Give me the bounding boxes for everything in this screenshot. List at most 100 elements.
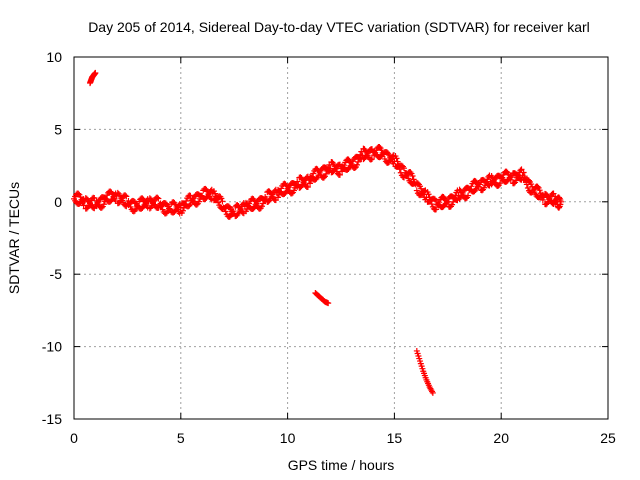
data-point bbox=[409, 173, 416, 180]
data-point bbox=[83, 205, 90, 212]
data-point bbox=[433, 206, 440, 213]
data-point bbox=[528, 181, 535, 188]
data-point bbox=[186, 202, 193, 209]
y-tick-label: 5 bbox=[54, 121, 62, 137]
data-point bbox=[413, 187, 420, 194]
data-point bbox=[258, 203, 265, 210]
data-point bbox=[558, 198, 565, 205]
data-point bbox=[407, 169, 414, 176]
data-point bbox=[513, 177, 520, 184]
data-point bbox=[139, 205, 146, 212]
data-point bbox=[179, 207, 186, 214]
data-point bbox=[291, 187, 298, 194]
x-axis-label: GPS time / hours bbox=[288, 457, 395, 473]
data-point bbox=[98, 204, 105, 211]
data-point bbox=[524, 185, 531, 192]
y-tick-label: -15 bbox=[42, 411, 62, 427]
data-point bbox=[367, 156, 374, 163]
data-point bbox=[320, 174, 327, 181]
data-point bbox=[497, 180, 504, 187]
axis-ticks: 0 5 10 15 20 25 -15 -10 -5 0 5 10 bbox=[42, 49, 616, 446]
y-tick-label: 0 bbox=[54, 194, 62, 210]
data-point bbox=[481, 184, 488, 191]
y-tick-label: 10 bbox=[46, 49, 62, 65]
data-point bbox=[77, 193, 84, 200]
data-point bbox=[122, 192, 129, 199]
data-point bbox=[404, 172, 411, 179]
data-point bbox=[75, 190, 82, 197]
data-point bbox=[536, 187, 543, 194]
data-point bbox=[167, 206, 174, 213]
data-point bbox=[218, 195, 225, 202]
data-point bbox=[456, 186, 463, 193]
outlier-point bbox=[429, 389, 436, 396]
data-point bbox=[465, 192, 472, 199]
data-point bbox=[472, 178, 479, 185]
data-point bbox=[518, 166, 525, 173]
data-point bbox=[310, 170, 317, 177]
data-point bbox=[393, 155, 400, 162]
x-tick-label: 10 bbox=[280, 430, 296, 446]
data-point bbox=[207, 195, 214, 202]
data-point bbox=[211, 190, 218, 197]
x-tick-label: 0 bbox=[70, 430, 78, 446]
y-axis-label: SDTVAR / TECUs bbox=[6, 182, 22, 294]
data-point bbox=[139, 195, 146, 202]
data-point bbox=[193, 201, 200, 208]
data-point bbox=[378, 147, 385, 154]
x-tick-label: 15 bbox=[387, 430, 403, 446]
data-point bbox=[323, 170, 330, 177]
data-point bbox=[187, 192, 194, 199]
data-point bbox=[195, 198, 202, 205]
x-tick-label: 20 bbox=[493, 430, 509, 446]
data-point bbox=[351, 164, 358, 171]
data-point bbox=[274, 194, 281, 201]
data-point bbox=[336, 171, 343, 178]
data-point bbox=[354, 161, 361, 168]
x-tick-label: 5 bbox=[177, 430, 185, 446]
data-markers bbox=[71, 69, 565, 396]
data-point bbox=[214, 196, 221, 203]
y-tick-label: -10 bbox=[42, 339, 62, 355]
x-tick-label: 25 bbox=[600, 430, 616, 446]
data-point bbox=[431, 196, 438, 203]
data-point bbox=[520, 169, 527, 176]
data-point bbox=[123, 193, 130, 200]
data-point bbox=[517, 167, 524, 174]
data-point bbox=[401, 165, 408, 172]
data-point bbox=[199, 193, 206, 200]
data-point bbox=[304, 184, 311, 191]
data-point bbox=[440, 194, 447, 201]
data-point bbox=[345, 156, 352, 163]
data-point bbox=[327, 165, 334, 172]
data-point bbox=[100, 201, 107, 208]
data-point bbox=[250, 205, 257, 212]
data-point bbox=[420, 191, 427, 198]
plot-frame bbox=[73, 56, 609, 420]
data-point bbox=[266, 188, 273, 195]
data-point bbox=[540, 194, 547, 201]
chart-title: Day 205 of 2014, Sidereal Day-to-day VTE… bbox=[88, 19, 590, 35]
data-point bbox=[508, 174, 515, 181]
data-point bbox=[226, 213, 233, 220]
data-point bbox=[444, 198, 451, 205]
data-point bbox=[534, 183, 541, 190]
data-point bbox=[525, 177, 532, 184]
data-point bbox=[219, 198, 226, 205]
data-point bbox=[449, 201, 456, 208]
data-point bbox=[556, 204, 563, 211]
data-point bbox=[114, 189, 121, 196]
grid bbox=[74, 57, 608, 419]
data-point bbox=[187, 201, 194, 208]
data-point bbox=[503, 168, 510, 175]
data-point bbox=[394, 158, 401, 165]
data-point bbox=[294, 178, 301, 185]
outlier-point bbox=[325, 300, 332, 307]
data-point bbox=[80, 202, 87, 209]
y-tick-label: -5 bbox=[50, 266, 63, 282]
data-point bbox=[155, 195, 162, 202]
data-point bbox=[433, 197, 440, 204]
data-point bbox=[376, 143, 383, 150]
